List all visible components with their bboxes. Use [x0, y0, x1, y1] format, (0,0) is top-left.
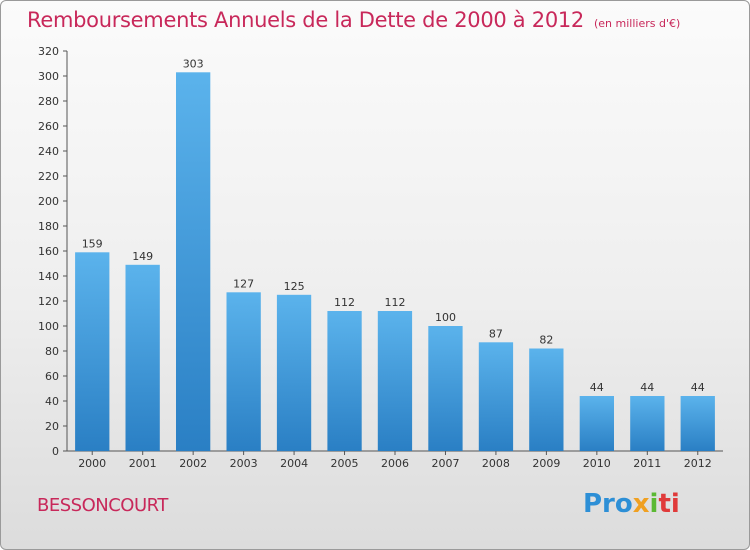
y-tick-label: 240 — [38, 145, 59, 158]
y-tick-label: 0 — [52, 445, 59, 458]
y-tick-label: 180 — [38, 220, 59, 233]
y-tick-label: 100 — [38, 320, 59, 333]
bar-2006[interactable] — [377, 311, 413, 451]
bar-2004[interactable] — [276, 294, 312, 452]
bar-2005[interactable] — [327, 311, 362, 451]
x-tick-label: 2004 — [280, 457, 308, 470]
y-tick-label: 300 — [38, 70, 59, 83]
bar-2012[interactable] — [680, 396, 715, 451]
y-tick-label: 220 — [38, 170, 59, 183]
y-tick-label: 160 — [38, 245, 59, 258]
x-tick-label: 2012 — [684, 457, 712, 470]
logo-part-3: i — [649, 489, 659, 519]
bar-value-label: 44 — [590, 381, 604, 394]
chart-title: Remboursements Annuels de la Dette de 20… — [27, 8, 680, 32]
bar-value-label: 112 — [385, 296, 406, 309]
y-tick-label: 40 — [45, 395, 59, 408]
bar-value-label: 125 — [284, 280, 305, 293]
bars: 159 149 303 127 125 112 112 100 87 82 44 44 44 — [75, 57, 715, 452]
x-tick-label: 2008 — [482, 457, 510, 470]
bar-value-label: 159 — [82, 237, 103, 250]
x-tick-label: 2009 — [532, 457, 560, 470]
bar-value-label: 100 — [435, 311, 456, 324]
bar-value-label: 44 — [691, 381, 705, 394]
logo-part-1: Pro — [583, 489, 633, 519]
y-tick-label: 140 — [38, 270, 59, 283]
bar-2000[interactable] — [75, 252, 110, 452]
x-tick-label: 2011 — [633, 457, 661, 470]
y-tick-label: 20 — [45, 420, 59, 433]
x-tick-label: 2001 — [129, 457, 157, 470]
x-tick-label: 2010 — [583, 457, 611, 470]
x-tick-label: 2006 — [381, 457, 409, 470]
bar-value-label: 112 — [334, 296, 355, 309]
logo-part-2: x — [632, 489, 650, 519]
bar-value-label: 303 — [183, 57, 204, 70]
bar-value-label: 87 — [489, 327, 503, 340]
bar-2010[interactable] — [579, 396, 614, 451]
chart-title-text: Remboursements Annuels de la Dette de 20… — [27, 8, 584, 32]
bar-2008[interactable] — [478, 342, 514, 452]
x-tick-label: 2005 — [331, 457, 359, 470]
y-tick-label: 320 — [38, 45, 59, 58]
bar-value-label: 82 — [539, 334, 553, 347]
x-tick-label: 2007 — [432, 457, 460, 470]
y-tick-label: 60 — [45, 370, 59, 383]
place-name: BESSONCOURT — [37, 495, 168, 516]
y-tick-label: 120 — [38, 295, 59, 308]
x-tick-label: 2003 — [230, 457, 258, 470]
chart-unit: (en milliers d'€) — [594, 17, 681, 30]
bar-2001[interactable] — [125, 264, 160, 452]
bar-value-label: 44 — [640, 381, 654, 394]
y-tick-label: 80 — [45, 345, 59, 358]
axes: 0 20 40 60 80 100 120 140 160 180 200 220 240 260 280 3… — [38, 45, 723, 470]
y-tick-label: 280 — [38, 95, 59, 108]
bar-2007[interactable] — [428, 326, 463, 451]
bar-2002[interactable] — [176, 72, 211, 452]
bar-2011[interactable] — [630, 396, 665, 451]
x-tick-label: 2000 — [78, 457, 106, 470]
x-tick-label: 2002 — [179, 457, 207, 470]
y-tick-label: 200 — [38, 195, 59, 208]
bar-value-label: 127 — [233, 277, 254, 290]
bar-2009[interactable] — [529, 348, 564, 452]
logo-part-4: ti — [658, 489, 680, 519]
bar-value-label: 149 — [132, 250, 153, 263]
bar-2003[interactable] — [226, 292, 261, 452]
proxiti-logo[interactable]: Proxiti — [583, 489, 680, 519]
y-tick-label: 260 — [38, 120, 59, 133]
